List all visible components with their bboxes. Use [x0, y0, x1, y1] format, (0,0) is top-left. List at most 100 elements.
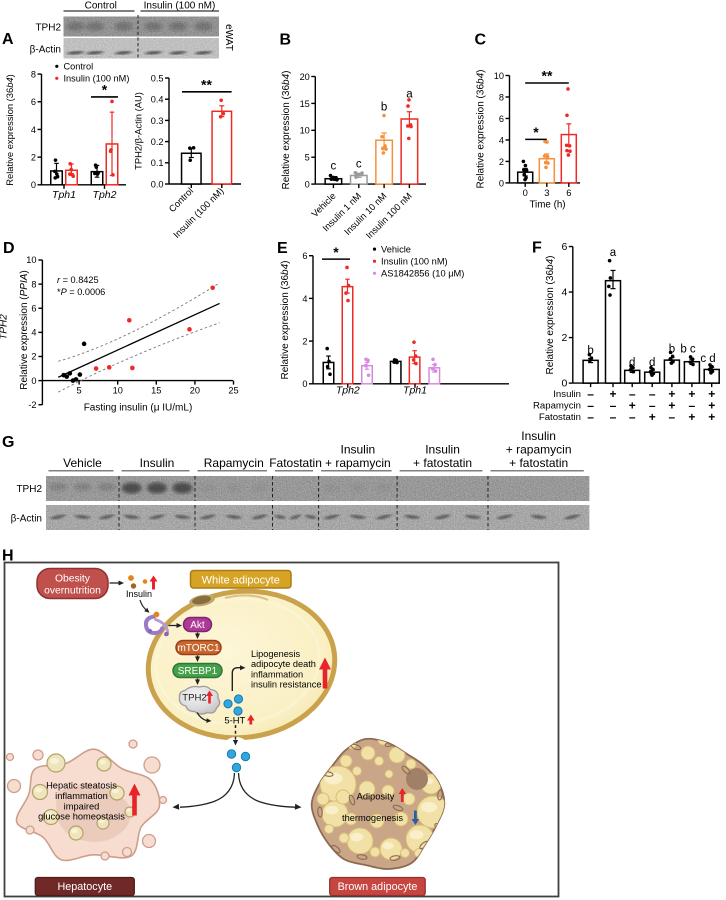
svg-text:Tph1: Tph1 [403, 385, 427, 397]
svg-text:5: 5 [305, 153, 310, 163]
svg-text:Adiposity: Adiposity [357, 792, 395, 802]
svg-text:–: – [629, 387, 636, 401]
svg-text:insulin resistance: insulin resistance [251, 680, 321, 690]
svg-text:0.1: 0.1 [151, 158, 164, 168]
svg-text:impaired: impaired [64, 801, 100, 811]
svg-text:2: 2 [302, 337, 307, 347]
svg-text:+: + [708, 387, 715, 401]
svg-text:glucose homeostasis: glucose homeostasis [38, 812, 125, 822]
svg-text:B: B [280, 32, 292, 49]
svg-text:8: 8 [31, 279, 36, 289]
svg-text:5-HT: 5-HT [224, 715, 245, 726]
svg-text:+: + [708, 410, 715, 424]
svg-text:8: 8 [31, 69, 36, 79]
svg-text:3: 3 [544, 187, 549, 198]
svg-text:+ rapamycin: + rapamycin [506, 443, 572, 457]
svg-text:AS1842856 (10 μM): AS1842856 (10 μM) [381, 269, 464, 279]
svg-text:–: – [610, 410, 617, 424]
svg-text:6: 6 [499, 114, 504, 124]
svg-text:Relative expression (36b4): Relative expression (36b4) [4, 74, 15, 186]
svg-text:+ fatostatin: + fatostatin [413, 456, 472, 470]
svg-text:A: A [2, 31, 14, 48]
svg-text:10: 10 [26, 255, 36, 265]
svg-text:+: + [649, 410, 656, 424]
svg-text:inflammation: inflammation [251, 669, 303, 679]
svg-text:2: 2 [31, 153, 36, 163]
svg-text:β-Actin: β-Actin [11, 514, 42, 525]
svg-text:H: H [2, 548, 14, 565]
svg-text:TPH2: TPH2 [0, 314, 10, 340]
svg-text:0: 0 [31, 180, 36, 190]
svg-text:Hepatocyte: Hepatocyte [57, 881, 112, 893]
svg-text:–: – [629, 410, 636, 424]
svg-text:Insulin: Insulin [521, 429, 556, 443]
svg-text:–: – [587, 399, 594, 413]
svg-text:+: + [708, 399, 715, 413]
svg-text:0: 0 [523, 187, 528, 198]
svg-text:Insulin: Insulin [140, 456, 175, 470]
svg-text:6: 6 [31, 303, 36, 313]
svg-text:TPH2: TPH2 [35, 23, 61, 34]
svg-text:Insulin: Insulin [553, 389, 581, 400]
svg-text:inflammation: inflammation [55, 791, 108, 801]
svg-text:Relative expression (36b4): Relative expression (36b4) [545, 256, 556, 375]
svg-text:2: 2 [31, 352, 36, 362]
svg-text:TPH2: TPH2 [182, 693, 207, 704]
svg-text:4: 4 [302, 294, 307, 304]
svg-text:20: 20 [190, 386, 200, 396]
svg-text:F: F [532, 240, 542, 257]
svg-text:White adipocyte: White adipocyte [202, 575, 280, 587]
svg-text:0: 0 [305, 180, 310, 190]
svg-text:0.4: 0.4 [151, 95, 164, 105]
svg-text:Insulin: Insulin [341, 443, 376, 457]
svg-text:+: + [609, 387, 616, 401]
svg-text:Vehicle: Vehicle [381, 244, 411, 254]
svg-text:c: c [356, 159, 362, 171]
svg-text:+ rapamycin: + rapamycin [325, 456, 391, 470]
svg-text:Insulin: Insulin [425, 443, 460, 457]
svg-text:4: 4 [561, 286, 567, 298]
svg-text:4: 4 [499, 135, 504, 145]
svg-text:0: 0 [302, 379, 307, 389]
svg-text:+: + [668, 399, 675, 413]
svg-text:–: – [610, 399, 617, 413]
svg-text:–: – [587, 410, 594, 424]
svg-text:Tph2: Tph2 [336, 385, 360, 397]
svg-text:Insulin (100 nM): Insulin (100 nM) [144, 1, 216, 12]
svg-text:adipocyte death: adipocyte death [251, 659, 316, 669]
svg-text:6: 6 [561, 241, 567, 253]
svg-text:10: 10 [494, 71, 504, 81]
svg-text:Rapamycin: Rapamycin [533, 401, 581, 412]
svg-text:Vehicle: Vehicle [63, 456, 102, 470]
svg-text:SREBP1: SREBP1 [178, 666, 218, 677]
svg-text:Tph1: Tph1 [52, 189, 76, 201]
svg-text:E: E [277, 240, 288, 257]
svg-text:Insulin (100 nM): Insulin (100 nM) [381, 256, 448, 266]
svg-text:0: 0 [31, 376, 36, 386]
svg-text:+: + [629, 399, 636, 413]
svg-text:G: G [2, 434, 14, 451]
svg-text:5: 5 [77, 386, 82, 396]
svg-text:Insulin: Insulin [126, 589, 152, 599]
svg-text:Lipogenesis: Lipogenesis [251, 649, 300, 659]
svg-text:–: – [649, 387, 656, 401]
svg-text:–: – [689, 399, 696, 413]
svg-text:Tph2: Tph2 [93, 189, 117, 201]
svg-text:15: 15 [151, 386, 161, 396]
svg-text:15: 15 [300, 99, 310, 109]
svg-text:*: * [333, 244, 339, 260]
svg-text:β-Actin: β-Actin [30, 45, 61, 56]
svg-text:Fatostatin: Fatostatin [269, 456, 322, 470]
svg-text:6: 6 [566, 187, 571, 198]
svg-text:eWAT: eWAT [223, 24, 234, 51]
svg-text:10: 10 [300, 126, 310, 136]
svg-text:20: 20 [300, 72, 310, 82]
svg-text:Obesity: Obesity [55, 574, 91, 585]
svg-text:4: 4 [31, 125, 36, 135]
svg-text:d: d [649, 357, 655, 369]
svg-text:b c: b c [680, 343, 696, 355]
svg-text:2: 2 [499, 157, 504, 167]
svg-text:0.0: 0.0 [151, 179, 164, 189]
svg-text:C: C [475, 32, 487, 49]
svg-text:Time (h): Time (h) [529, 200, 565, 211]
